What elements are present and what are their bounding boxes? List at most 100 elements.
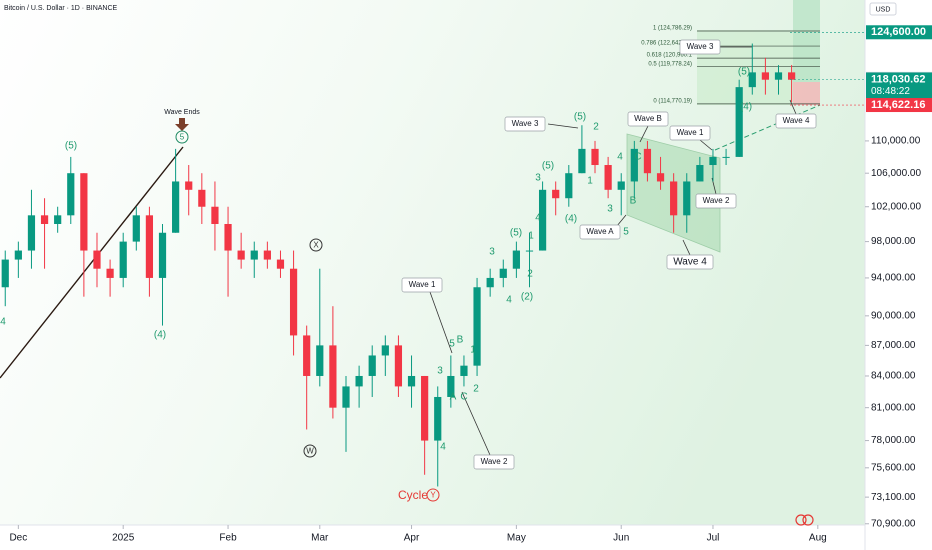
- wave-label: 5: [623, 227, 629, 238]
- candle-body: [486, 277, 494, 288]
- label-box: [669, 125, 711, 141]
- candle-body: [538, 189, 547, 251]
- logo: [795, 514, 814, 526]
- candle-body: [499, 268, 507, 278]
- candle-body: [132, 215, 140, 242]
- candle-body: [565, 173, 573, 199]
- wave-label: 4: [535, 213, 541, 224]
- label-box: [775, 113, 817, 129]
- label-box: [695, 193, 737, 209]
- candle-body: [276, 259, 285, 269]
- wave-label: Wave 4: [673, 257, 707, 268]
- candle-body: [27, 215, 36, 251]
- wave-label: 4: [0, 317, 6, 328]
- candle-body: [211, 206, 219, 224]
- candle-body: [172, 181, 180, 233]
- candle-body: [289, 268, 298, 336]
- candle-body: [198, 189, 206, 207]
- candle-body: [237, 250, 245, 260]
- candle-body: [106, 268, 114, 278]
- y-tick-label: 73,100.00: [871, 492, 916, 503]
- y-tick-label: 87,000.00: [871, 340, 916, 351]
- currency: USD: [876, 6, 891, 13]
- candle-body: [604, 165, 612, 190]
- wave-label: 5: [449, 339, 455, 350]
- candle-body: [578, 148, 586, 174]
- x-tick-label: May: [507, 533, 526, 544]
- x-tick-label: Jul: [707, 533, 720, 544]
- wave-label: 3: [437, 366, 443, 377]
- wave-label: 3: [489, 247, 495, 258]
- wave-label: 1: [587, 176, 593, 187]
- candle-body: [761, 72, 769, 80]
- wave-label: (4): [154, 330, 166, 341]
- x-tick-label: Feb: [219, 533, 237, 544]
- wave-label: Wave A: [586, 227, 614, 236]
- currency-box: [869, 2, 897, 16]
- wave-label: (5): [738, 67, 750, 78]
- wave-label: 4: [506, 295, 512, 306]
- projection-line: [714, 104, 821, 151]
- wave-label: Y: [430, 491, 436, 500]
- wave-label: 1: [470, 345, 476, 356]
- wave-label: (4): [565, 214, 577, 225]
- x-tick-label: Dec: [9, 533, 27, 544]
- candle-body: [93, 250, 101, 269]
- candle-body: [1, 259, 9, 288]
- stop-zone: [793, 82, 820, 105]
- wave-label: 2: [527, 269, 533, 280]
- candle-body: [709, 156, 717, 166]
- x-tick-label: Aug: [809, 533, 827, 544]
- y-tick-label: 98,000.00: [871, 236, 916, 247]
- candle-body: [67, 173, 75, 216]
- wave-label: Wave 2: [481, 457, 508, 466]
- candle-body: [683, 181, 691, 216]
- candle-body: [460, 365, 468, 376]
- wave-label: (5): [574, 112, 586, 123]
- candle-body: [722, 156, 730, 158]
- arrow: [175, 118, 189, 131]
- wave-label: (5): [542, 161, 554, 172]
- wave-label: Wave Ends: [164, 109, 200, 116]
- wave-label: (2): [521, 292, 533, 303]
- candle-body: [434, 396, 442, 441]
- candle-body: [80, 173, 88, 251]
- label-box: [579, 224, 621, 240]
- trendline: [0, 146, 184, 379]
- label-box: [679, 39, 721, 55]
- label-box: [401, 277, 443, 293]
- candle-body: [54, 215, 62, 224]
- x-tick-label: Mar: [311, 533, 329, 544]
- wave-label: (5): [65, 141, 77, 152]
- y-tick-label: 78,000.00: [871, 435, 916, 446]
- candle-body: [447, 375, 455, 397]
- label-box: [504, 116, 546, 132]
- fib-label: 0.5 (119,778.24): [648, 61, 692, 67]
- candle-body: [525, 250, 534, 252]
- candle-body: [394, 345, 403, 387]
- candle-body: [342, 386, 350, 408]
- label-circle: [175, 130, 189, 144]
- wave-label: Cycle: [398, 488, 428, 502]
- wave-label: 5: [180, 133, 185, 142]
- candle-body: [512, 250, 520, 269]
- wave-label: Wave 1: [677, 128, 704, 137]
- candle-body: [14, 250, 22, 260]
- wave-label: C: [460, 392, 467, 403]
- wave-label: Wave 4: [783, 116, 810, 125]
- candle-body: [40, 215, 49, 224]
- y-tick-label: 81,000.00: [871, 402, 916, 413]
- candle-body: [355, 375, 363, 387]
- wave-label: 4: [440, 442, 446, 453]
- candle-body: [303, 335, 311, 376]
- wave-label: 2: [593, 122, 599, 133]
- wave-label: 3: [535, 173, 541, 184]
- candle-body: [316, 345, 324, 376]
- wave-label: (5): [510, 228, 522, 239]
- candle-body: [158, 232, 167, 278]
- candle-body: [735, 87, 743, 157]
- candle-body: [263, 250, 271, 260]
- candle-body: [224, 223, 232, 251]
- candle-body: [407, 375, 416, 387]
